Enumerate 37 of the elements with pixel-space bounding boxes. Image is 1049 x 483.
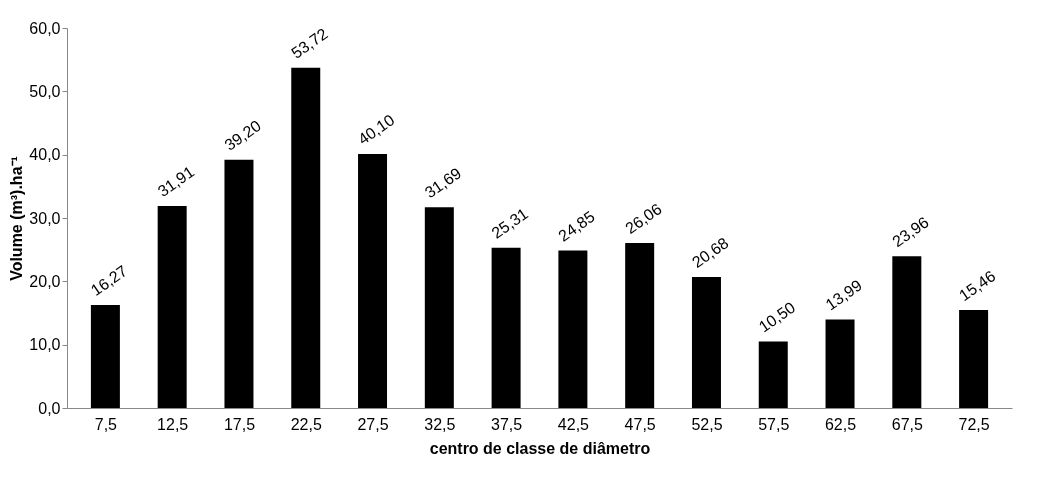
bar (558, 250, 588, 408)
x-tick-label: 22,5 (290, 415, 322, 433)
x-tick-label: 57,5 (758, 415, 790, 433)
x-tick-label: 17,5 (223, 415, 256, 433)
x-tick-label: 47,5 (624, 415, 656, 433)
bar (157, 205, 187, 408)
y-tick-label: 0,0 (38, 399, 61, 417)
bar (424, 207, 454, 408)
x-tick-label: 67,5 (891, 415, 923, 433)
bar (90, 304, 120, 408)
bar (224, 159, 254, 408)
x-tick-label: 72,5 (958, 415, 990, 433)
bar (358, 154, 388, 408)
bar (291, 67, 321, 408)
y-tick-label: 60,0 (29, 19, 61, 37)
x-tick-label: 12,5 (157, 415, 189, 433)
x-tick-label: 32,5 (424, 415, 456, 433)
y-tick-label: 20,0 (29, 272, 61, 290)
bar (892, 256, 922, 408)
x-tick-label: 42,5 (557, 415, 590, 433)
x-tick-label: 62,5 (824, 415, 857, 433)
bar (491, 247, 521, 408)
bar (825, 319, 855, 408)
y-tick-label: 50,0 (29, 82, 61, 100)
x-tick-label: 7,5 (94, 415, 118, 433)
x-tick-label: 52,5 (691, 415, 723, 433)
bar (758, 341, 788, 408)
y-tick-label: 30,0 (29, 209, 61, 227)
x-tick-label: 27,5 (357, 415, 389, 433)
y-tick-label: 40,0 (29, 146, 61, 164)
x-axis-title: centro de classe de diâmetro (429, 439, 651, 457)
x-tick-label: 37,5 (491, 415, 523, 433)
bar (625, 242, 655, 408)
bar (691, 277, 721, 408)
bar (959, 310, 989, 408)
y-axis-title: Volume (m³).ha⁻¹ (8, 156, 26, 281)
y-tick-label: 10,0 (29, 336, 61, 354)
